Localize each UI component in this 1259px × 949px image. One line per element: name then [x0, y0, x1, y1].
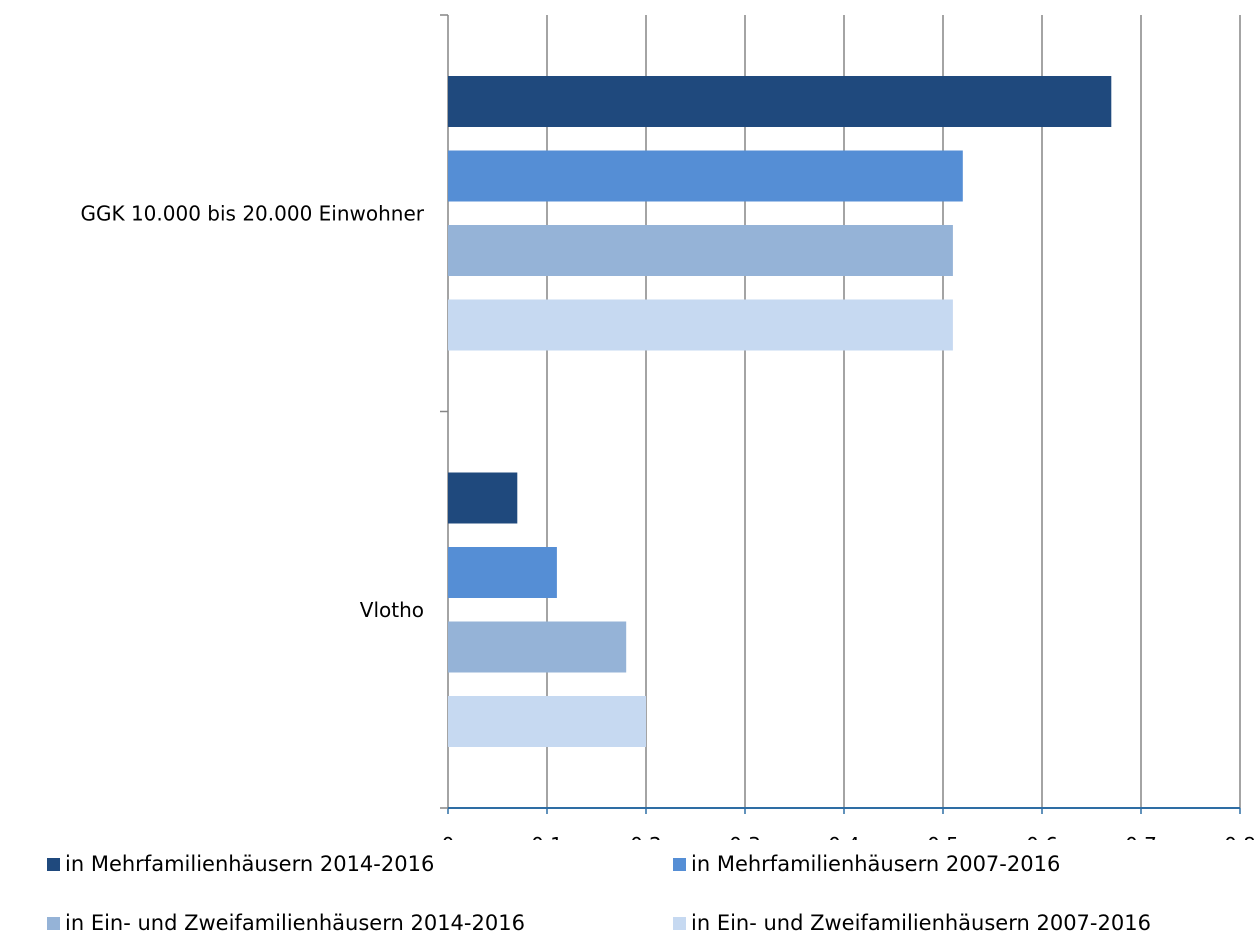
bar: [448, 76, 1112, 127]
bar: [448, 547, 557, 598]
category-label: Vlotho: [360, 598, 424, 622]
x-tick-label: 0: [442, 833, 455, 840]
axes: [440, 14, 1241, 814]
bar: [448, 150, 963, 202]
legend-swatch: [47, 857, 60, 871]
legend-item: in Mehrfamilienhäusern 2014-2016: [47, 852, 434, 876]
x-tick-label: 0,8: [1224, 833, 1256, 840]
x-tick-label: 0,3: [729, 833, 761, 840]
legend-swatch: [47, 916, 60, 930]
grid-lines: [546, 15, 1241, 808]
legend-label: in Ein- und Zweifamilienhäusern 2007-201…: [691, 911, 1151, 935]
bar-chart: 0 0,1 0,2 0,3 0,4 0,5 0,6 0,7 0,8 GGK 10.000 bis…: [80, 14, 1256, 840]
x-tick-label: 0,7: [1125, 833, 1157, 840]
x-tick-label: 0,1: [531, 833, 563, 840]
bar: [448, 621, 627, 673]
legend-swatch: [673, 916, 686, 930]
legend-item: in Ein- und Zweifamilienhäusern 2007-201…: [673, 911, 1151, 935]
legend-label: in Mehrfamilienhäusern 2007-2016: [691, 852, 1061, 876]
legend-label: in Mehrfamilienhäusern 2014-2016: [65, 852, 435, 876]
bar: [448, 696, 646, 747]
bars: [448, 76, 1112, 747]
legend: in Mehrfamilienhäusern 2014-2016 in Mehr…: [0, 840, 1259, 949]
x-tick-label: 0,5: [927, 833, 959, 840]
x-tick-label: 0,4: [828, 833, 860, 840]
legend-label: in Ein- und Zweifamilienhäusern 2014-201…: [65, 911, 525, 935]
category-label: GGK 10.000 bis 20.000 Einwohner: [80, 201, 424, 225]
legend-item: in Mehrfamilienhäusern 2007-2016: [673, 852, 1060, 876]
x-tick-label: 0,6: [1026, 833, 1058, 840]
legend-item: in Ein- und Zweifamilienhäusern 2014-201…: [47, 911, 525, 935]
bar: [448, 225, 953, 276]
x-tick-labels: 0 0,1 0,2 0,3 0,4 0,5 0,6 0,7 0,8: [442, 833, 1256, 840]
legend-swatch: [673, 857, 686, 871]
bar: [448, 472, 518, 524]
bar: [448, 299, 953, 351]
x-tick-label: 0,2: [630, 833, 662, 840]
category-labels: GGK 10.000 bis 20.000 Einwohner Vlotho: [80, 201, 424, 622]
